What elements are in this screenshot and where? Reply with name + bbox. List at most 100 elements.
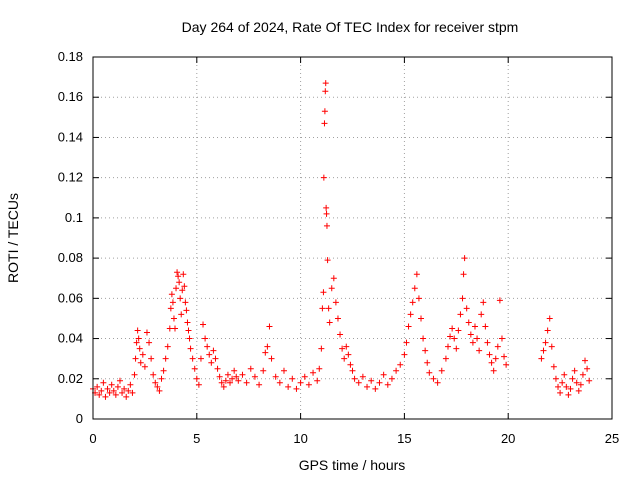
data-point xyxy=(184,319,191,326)
data-point xyxy=(575,387,582,394)
data-point xyxy=(461,255,468,262)
data-point xyxy=(577,381,584,388)
data-point xyxy=(212,355,219,362)
y-tick-label: 0.1 xyxy=(65,210,83,225)
data-point xyxy=(166,325,173,332)
data-point xyxy=(567,385,574,392)
x-tick-label: 15 xyxy=(397,431,411,446)
data-point xyxy=(179,287,186,294)
data-point xyxy=(582,357,589,364)
data-point xyxy=(442,355,449,362)
data-point xyxy=(322,88,329,95)
data-point xyxy=(256,381,263,388)
data-point xyxy=(415,295,422,302)
data-point xyxy=(460,271,467,278)
data-point xyxy=(480,299,487,306)
data-point xyxy=(178,311,185,318)
data-point xyxy=(310,369,317,376)
y-tick-label: 0.14 xyxy=(58,129,83,144)
data-point xyxy=(438,367,445,374)
data-point xyxy=(413,271,420,278)
data-point xyxy=(355,379,362,386)
data-point xyxy=(94,383,101,390)
data-point xyxy=(134,327,141,334)
data-point xyxy=(368,377,375,384)
data-point xyxy=(195,381,202,388)
data-point xyxy=(206,351,213,358)
data-point xyxy=(152,379,159,386)
data-point xyxy=(447,333,454,340)
data-point xyxy=(403,339,410,346)
data-point xyxy=(326,319,333,326)
data-point xyxy=(185,327,192,334)
data-point xyxy=(434,379,441,386)
data-point xyxy=(235,377,242,384)
data-point xyxy=(321,120,328,127)
data-point xyxy=(160,367,167,374)
y-tick-label: 0.08 xyxy=(58,250,83,265)
data-point xyxy=(200,321,207,328)
data-point xyxy=(455,327,462,334)
data-point xyxy=(478,311,485,318)
data-point xyxy=(172,325,179,332)
data-point xyxy=(484,339,491,346)
data-point xyxy=(388,375,395,382)
data-point xyxy=(266,323,273,330)
data-point xyxy=(264,343,271,350)
data-point xyxy=(546,315,553,322)
data-point xyxy=(146,339,153,346)
data-point xyxy=(449,325,456,332)
data-point xyxy=(538,355,545,362)
data-point xyxy=(180,271,187,278)
data-point xyxy=(372,385,379,392)
data-point xyxy=(260,367,267,374)
data-point xyxy=(555,383,562,390)
data-point xyxy=(407,311,414,318)
data-point xyxy=(542,339,549,346)
data-point xyxy=(393,367,400,374)
data-point xyxy=(202,335,209,342)
data-point xyxy=(123,393,130,400)
y-tick-label: 0.02 xyxy=(58,371,83,386)
data-point xyxy=(227,379,234,386)
data-point xyxy=(98,387,105,394)
data-point xyxy=(169,299,176,306)
data-point xyxy=(492,355,499,362)
data-point xyxy=(186,335,193,342)
data-point xyxy=(384,381,391,388)
data-point xyxy=(411,285,418,292)
data-point xyxy=(418,315,425,322)
data-point xyxy=(293,385,300,392)
data-point xyxy=(459,295,466,302)
data-point xyxy=(557,389,564,396)
data-point xyxy=(108,381,115,388)
data-point xyxy=(162,355,169,362)
data-point xyxy=(167,305,174,312)
data-point xyxy=(187,345,194,352)
data-point xyxy=(540,347,547,354)
data-point xyxy=(341,355,348,362)
data-point xyxy=(482,323,489,330)
data-point xyxy=(401,351,408,358)
data-point xyxy=(141,363,148,370)
data-point xyxy=(121,385,128,392)
data-point xyxy=(251,373,258,380)
data-point xyxy=(247,365,254,372)
data-point xyxy=(349,367,356,374)
data-point xyxy=(143,329,150,336)
data-point xyxy=(474,335,481,342)
axis-ticks: 0 5 10 15 20 25 0 0.02 0.04 0.06 0.08 0.1 0.12 0.14 0.… xyxy=(58,49,620,446)
data-point xyxy=(471,323,478,330)
data-point xyxy=(359,373,366,380)
data-point xyxy=(563,383,570,390)
data-point xyxy=(174,269,181,276)
data-point xyxy=(486,351,493,358)
data-point xyxy=(320,289,327,296)
data-point xyxy=(559,379,566,386)
data-point xyxy=(339,345,346,352)
data-point xyxy=(318,345,325,352)
data-point xyxy=(324,257,331,264)
data-point xyxy=(544,327,551,334)
data-point xyxy=(457,311,464,318)
data-point xyxy=(316,365,323,372)
